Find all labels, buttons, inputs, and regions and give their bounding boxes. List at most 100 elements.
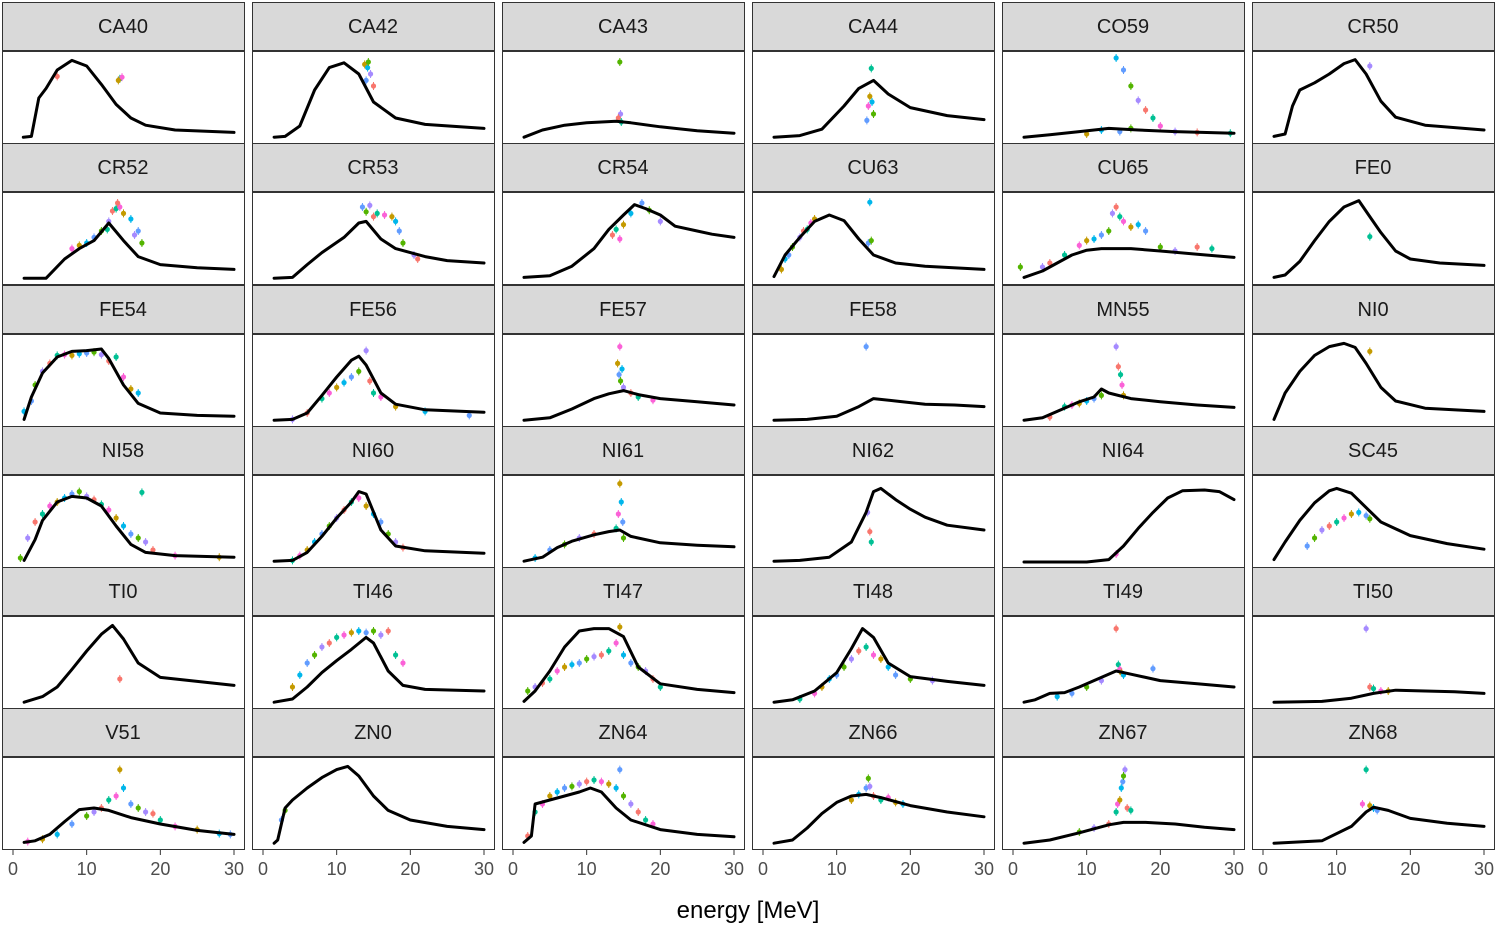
- model-curve: [1022, 387, 1236, 422]
- facet-strip: [502, 285, 745, 334]
- data-point: [620, 384, 627, 390]
- data-point: [1098, 392, 1104, 398]
- data-point: [1341, 515, 1347, 521]
- data-point: [1319, 527, 1325, 533]
- facet-strip-label: ZN66: [849, 722, 898, 744]
- data-point: [613, 785, 619, 791]
- data-point: [869, 99, 875, 105]
- data-point: [867, 529, 873, 535]
- facet-cu63: CU63: [752, 143, 995, 285]
- data-point: [117, 767, 123, 773]
- facet-ni61: NI61: [502, 426, 745, 568]
- facet-strip-label: TI49: [1103, 581, 1143, 603]
- data-point: [348, 374, 354, 380]
- model-curve: [272, 635, 486, 704]
- data-point: [870, 111, 877, 117]
- data-point: [867, 783, 873, 790]
- data-point: [304, 660, 310, 666]
- data-point: [1356, 509, 1362, 515]
- data-point: [76, 489, 82, 495]
- data-point: [367, 202, 373, 208]
- x-tick-label: 20: [150, 859, 170, 879]
- x-tick-label: 30: [1224, 859, 1244, 879]
- facet-strip: [752, 143, 995, 192]
- facet-ca42: CA42: [252, 2, 495, 144]
- data-point: [381, 212, 388, 218]
- model-curve: [272, 490, 486, 563]
- data-point: [363, 630, 369, 636]
- facet-strip: [252, 285, 495, 334]
- facet-strip: [1252, 567, 1495, 616]
- facet-strip: [2, 143, 245, 192]
- data-point: [856, 648, 862, 654]
- data-point: [893, 672, 899, 678]
- facet-strip-label: FE0: [1355, 157, 1392, 179]
- facet-ca43: CA43: [502, 2, 745, 144]
- facet-strip: [1002, 426, 1245, 475]
- facet-plot-area: [752, 475, 995, 568]
- facet-strip-label: FE54: [99, 299, 147, 321]
- data-point: [609, 232, 616, 238]
- facet-cr54: CR54: [502, 143, 745, 285]
- facet-strip-label: CR50: [1347, 16, 1398, 38]
- data-point: [867, 93, 873, 99]
- data-point: [1157, 244, 1163, 250]
- facet-ti47: TI47: [502, 567, 745, 709]
- facet-strip-label: CA42: [348, 16, 398, 38]
- data-point: [617, 624, 623, 630]
- data-point: [606, 781, 612, 787]
- data-point: [1334, 519, 1340, 525]
- data-point: [120, 374, 127, 380]
- facet-strip: [1002, 285, 1245, 334]
- data-point: [297, 672, 303, 678]
- data-point: [84, 813, 90, 819]
- facet-strip-label: CA40: [98, 16, 148, 38]
- x-tick-label: 0: [1258, 859, 1268, 879]
- data-point: [1084, 131, 1090, 137]
- data-point: [1143, 228, 1149, 234]
- facet-strip: [2, 285, 245, 334]
- x-axis-title: energy [MeV]: [677, 897, 820, 924]
- data-point: [864, 117, 870, 123]
- x-tick-label: 30: [1474, 859, 1494, 879]
- facet-strip-label: CR54: [597, 157, 648, 179]
- data-point: [348, 630, 354, 636]
- data-point: [613, 640, 619, 646]
- facet-strip-label: TI48: [853, 581, 893, 603]
- x-tick-label: 0: [508, 859, 518, 879]
- data-point: [139, 240, 145, 246]
- data-point: [606, 648, 612, 654]
- data-point: [1367, 803, 1373, 809]
- facet-fe56: FE56: [252, 285, 495, 427]
- data-point: [370, 628, 377, 634]
- data-point: [1122, 767, 1128, 773]
- data-point: [1106, 228, 1112, 234]
- x-tick-label: 0: [758, 859, 768, 879]
- data-point: [620, 519, 626, 525]
- facet-strip-label: NI64: [1102, 440, 1144, 462]
- data-point: [547, 676, 553, 682]
- data-point: [32, 519, 38, 525]
- facet-fe57: FE57: [502, 285, 745, 427]
- facet-plot-area: [1252, 51, 1495, 144]
- data-point: [143, 539, 149, 545]
- facet-fe0: FE0: [1252, 143, 1495, 285]
- data-point: [1363, 626, 1369, 632]
- model-curve: [22, 347, 236, 421]
- data-point: [561, 664, 568, 670]
- facet-strip-label: TI0: [109, 581, 138, 603]
- data-point: [1120, 779, 1126, 785]
- data-point: [868, 539, 874, 545]
- facet-strip-label: CR53: [347, 157, 398, 179]
- data-point: [150, 811, 156, 817]
- data-point: [367, 71, 374, 77]
- data-point: [117, 204, 123, 210]
- facet-strip: [752, 2, 995, 51]
- data-point: [620, 535, 627, 541]
- model-curve: [22, 806, 236, 844]
- data-point: [635, 809, 641, 815]
- data-point: [1113, 344, 1119, 350]
- data-point: [1135, 222, 1141, 228]
- data-point: [363, 503, 369, 509]
